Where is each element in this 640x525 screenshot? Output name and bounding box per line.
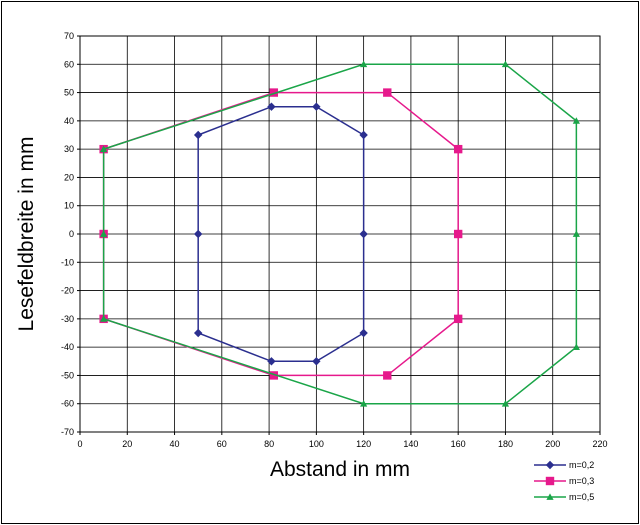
x-tick-label: 80 (264, 439, 274, 449)
legend-marker (545, 476, 555, 486)
legend-item: m=0,3 (534, 476, 594, 486)
y-tick-labels: 70 60 50 40 30 20 10 0 -10 -20 -30 -40 -50 -60 -70 (61, 31, 80, 437)
data-point (453, 144, 463, 154)
data-point (359, 328, 368, 338)
y-axis-title: Lesefeldbreite in mm (15, 137, 38, 332)
data-point (572, 117, 580, 124)
y-tick-label: 20 (64, 172, 74, 182)
y-tick-label: 40 (64, 116, 74, 126)
data-point (572, 230, 580, 237)
data-point (100, 230, 108, 237)
data-point (453, 229, 463, 239)
x-tick-label: 160 (451, 439, 466, 449)
data-point (100, 145, 108, 153)
data-point (267, 102, 276, 111)
data-point (312, 357, 321, 366)
data-point (269, 88, 279, 97)
legend: m=0,2 m=0,3 m=0,5 (534, 460, 594, 502)
data-point (501, 60, 510, 68)
legend-marker (546, 493, 554, 500)
y-tick-label: 30 (64, 144, 74, 154)
data-point (269, 371, 279, 380)
x-axis-title: Abstand in mm (270, 458, 410, 481)
x-tick-label: 0 (77, 439, 82, 449)
legend-marker (545, 460, 555, 470)
series (99, 60, 580, 407)
y-tick-label: -40 (61, 342, 74, 352)
y-tick-label: -30 (61, 314, 74, 324)
data-point (267, 357, 276, 366)
y-tick-label: -10 (61, 257, 74, 267)
y-tick-label: 70 (64, 31, 74, 41)
data-point (359, 130, 368, 140)
x-tick-label: 40 (170, 439, 180, 449)
y-tick-label: 60 (64, 59, 74, 69)
x-tick-label: 120 (356, 439, 371, 449)
legend-label: m=0,2 (569, 460, 594, 470)
data-point (501, 400, 510, 407)
data-point (100, 315, 108, 322)
data-point (312, 102, 321, 111)
x-tick-label: 140 (403, 439, 418, 449)
y-tick-label: -20 (61, 286, 74, 296)
y-tick-label: -50 (61, 370, 74, 380)
y-tick-label: -70 (61, 427, 74, 437)
data-point (572, 343, 580, 351)
y-tick-label: 50 (64, 88, 74, 98)
y-tick-label: 0 (69, 229, 74, 239)
y-tick-label: 10 (64, 201, 74, 211)
x-tick-label: 180 (498, 439, 513, 449)
data-point (360, 400, 368, 407)
x-tick-label: 60 (217, 439, 227, 449)
data-point (193, 328, 203, 338)
data-point (193, 130, 203, 140)
data-point (383, 88, 392, 97)
x-tick-labels: 0 20 40 60 80 100 120 140 160 180 200 220 (77, 432, 608, 449)
legend-item: m=0,5 (534, 492, 594, 502)
data-point (383, 371, 392, 380)
data-point (193, 229, 203, 239)
data-point (453, 314, 463, 324)
series-3 (100, 60, 580, 407)
x-tick-label: 100 (309, 439, 324, 449)
y-tick-label: -60 (61, 399, 74, 409)
legend-item: m=0,2 (534, 460, 594, 470)
x-tick-label: 200 (545, 439, 560, 449)
x-tick-label: 220 (592, 439, 607, 449)
data-point (360, 60, 368, 68)
legend-label: m=0,3 (569, 476, 594, 486)
x-tick-label: 20 (122, 439, 132, 449)
legend-label: m=0,5 (569, 492, 594, 502)
grid-lines (79, 35, 601, 433)
data-point (359, 229, 368, 239)
series-1 (193, 102, 368, 366)
